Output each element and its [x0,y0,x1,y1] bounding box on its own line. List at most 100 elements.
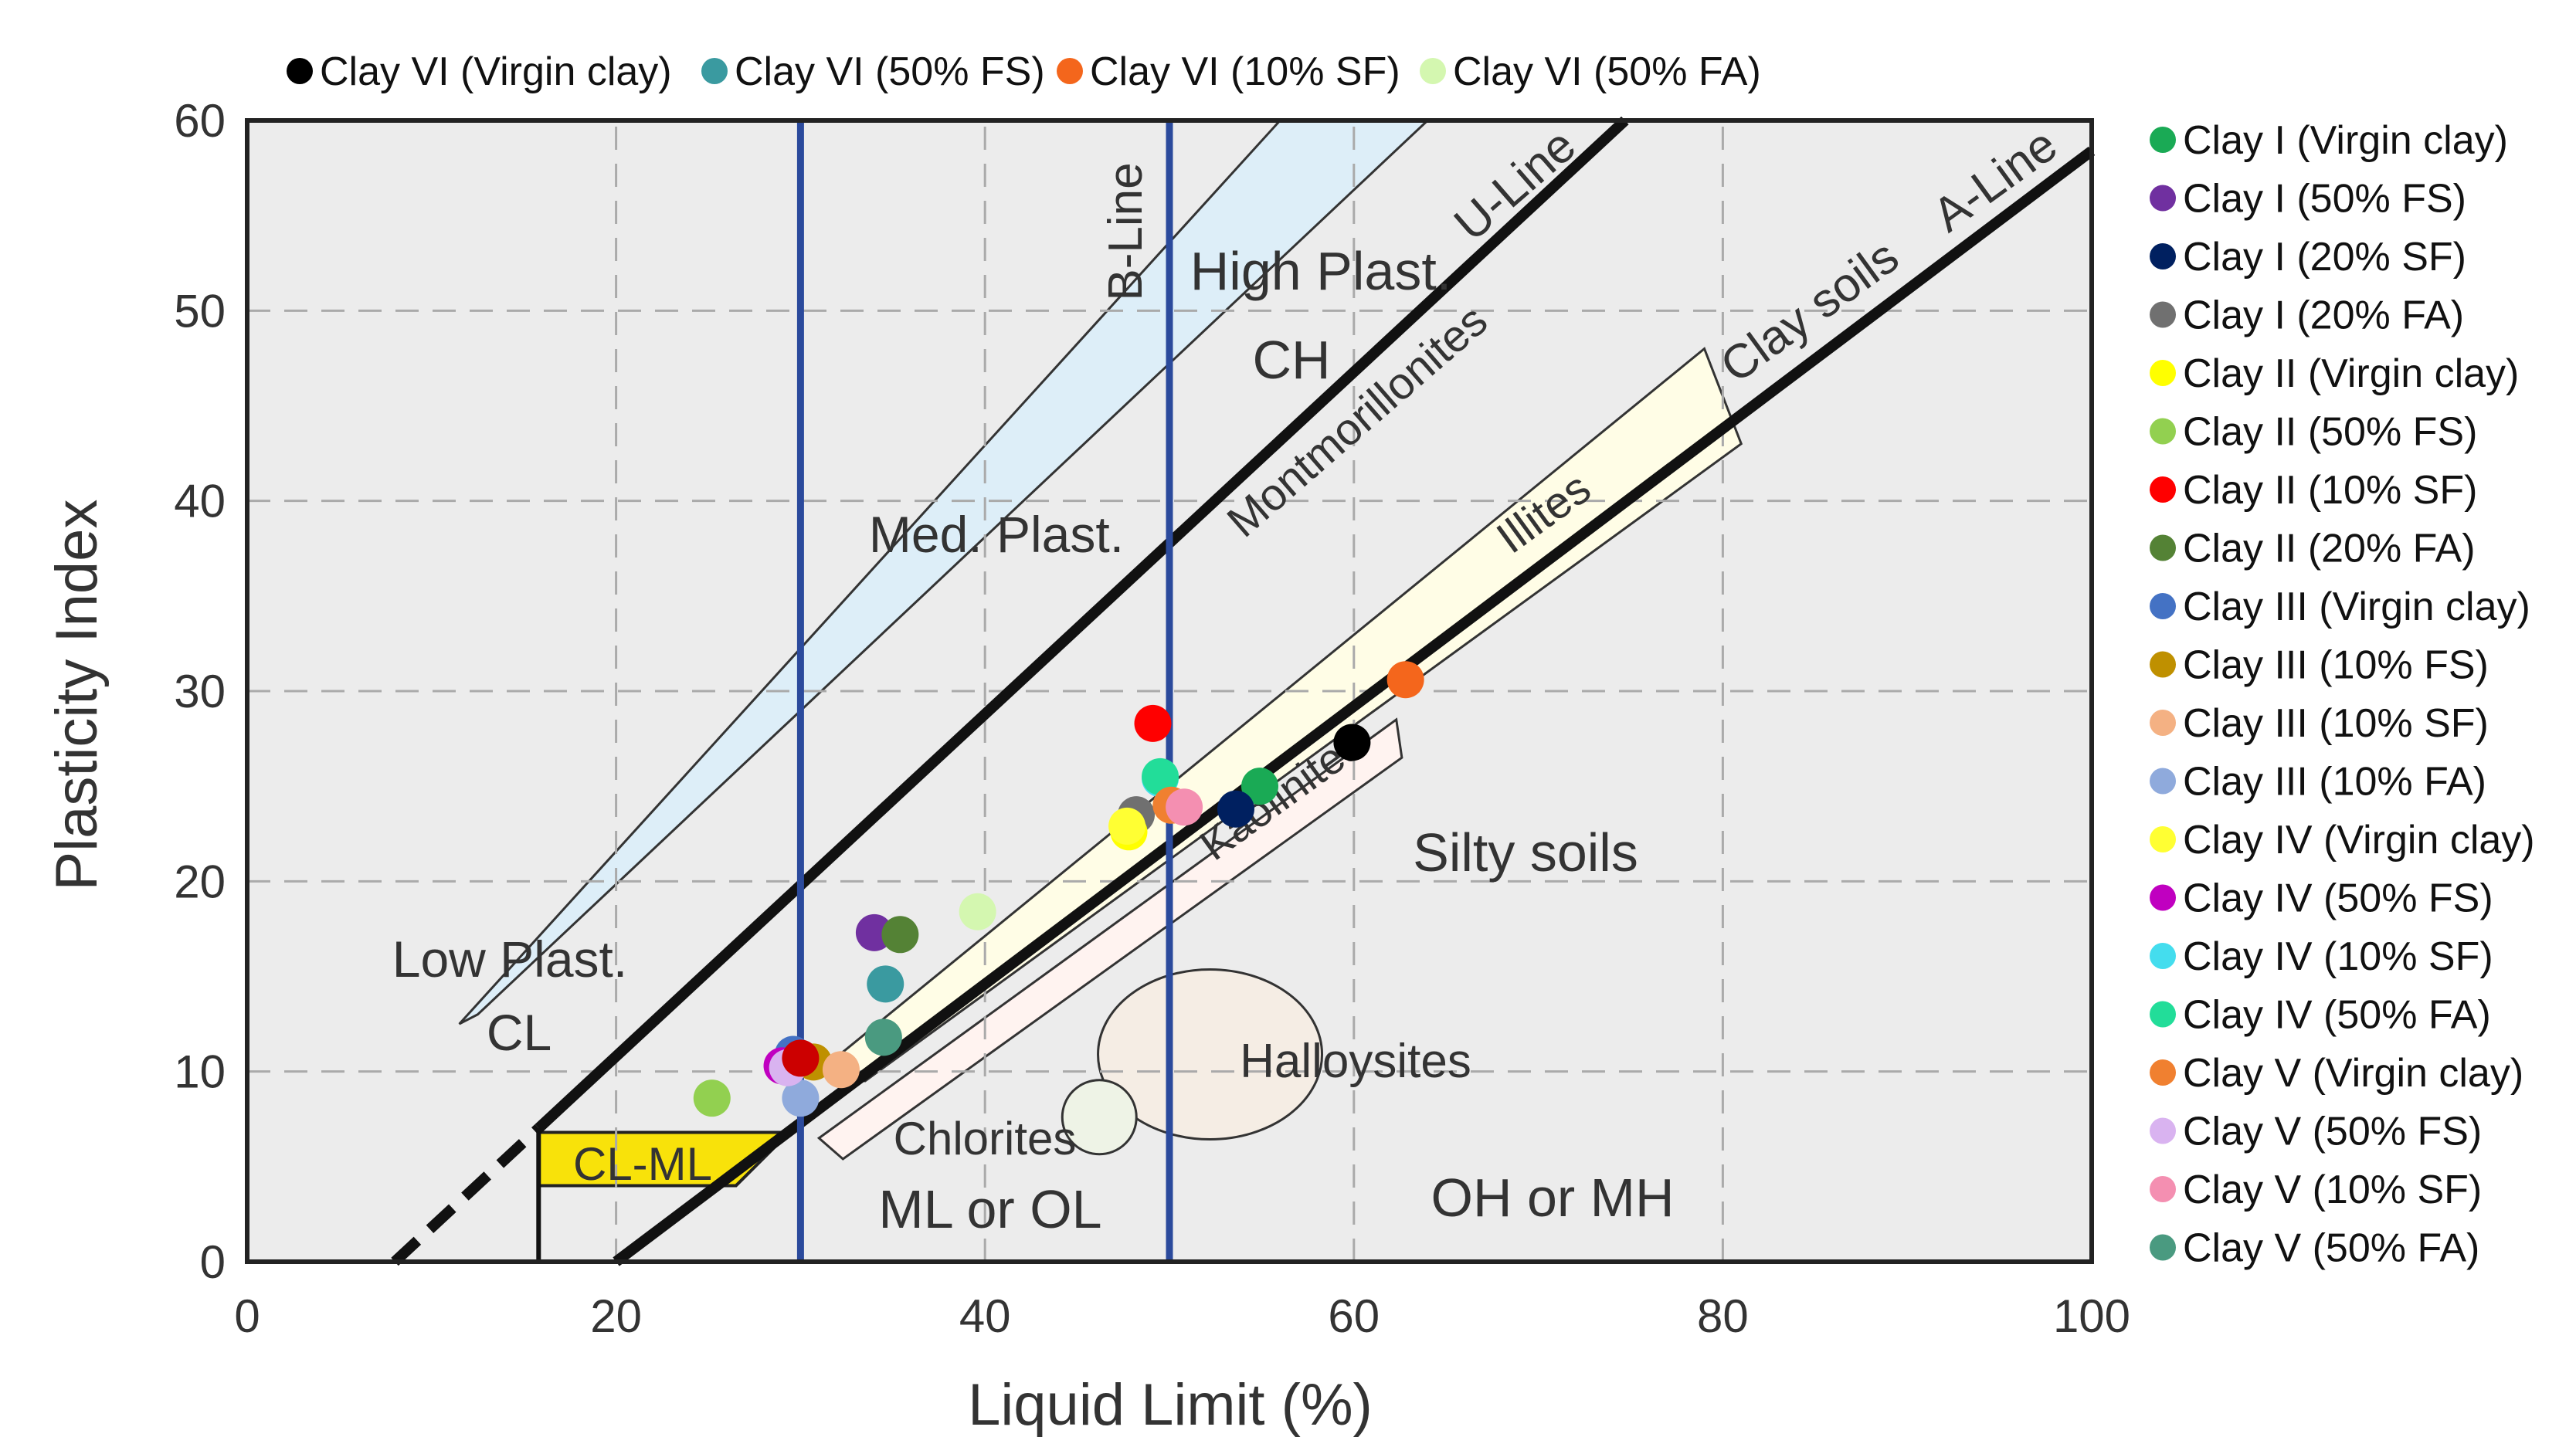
data-point [864,1018,902,1056]
label-med-plast: Med. Plast. [869,506,1124,563]
kaolinites-band [816,717,1403,1161]
mineral-zones [458,119,1743,1188]
legend-marker [287,58,313,84]
x-tick-label: 60 [1328,1290,1380,1342]
legend-label: Clay V (10% SF) [2183,1168,2482,1212]
legend-label: Clay IV (50% FA) [2183,993,2491,1038]
legend-label: Clay III (10% SF) [2183,701,2489,746]
legend-label: Clay I (20% FA) [2183,293,2464,338]
legend-top: Clay VI (Virgin clay) Clay VI (50% FS) Cla… [287,49,1761,94]
y-tick-label: 50 [174,285,226,337]
legend-label: Clay I (50% FS) [2183,177,2466,222]
legend-marker [2150,1117,2176,1144]
gridlines [247,120,2092,1262]
label-chlorites: Chlorites [894,1113,1077,1164]
label-silty-soils: Silty soils [1413,822,1638,883]
data-point [782,1039,820,1077]
legend-label: Clay I (20% SF) [2183,235,2466,280]
label-oh-or-mh: OH or MH [1431,1168,1675,1228]
data-point [822,1051,860,1089]
legend-label: Clay IV (50% FS) [2183,876,2493,921]
x-tick-label: 100 [2053,1290,2130,1342]
label-halloysites: Halloysites [1240,1035,1471,1088]
label-ml-or-ol: ML or OL [878,1179,1101,1239]
data-point [1217,790,1254,828]
legend-label: Clay VI (10% SF) [1090,49,1400,94]
label-low-plast: Low Plast. [392,930,627,988]
plot-frame [245,118,2094,1264]
legend-label: Clay III (Virgin clay) [2183,585,2530,629]
data-points [693,661,1424,1117]
legend-marker [2150,243,2176,269]
x-tick-label: 20 [590,1290,642,1342]
legend-label: Clay I (Virgin clay) [2183,118,2508,163]
legend-marker [1057,58,1083,84]
data-point [1108,807,1146,845]
legend-marker [2150,943,2176,969]
label-high-plast: High Plast. [1190,241,1451,301]
x-tick-label: 40 [959,1290,1011,1342]
legend-label: Clay III (10% FA) [2183,760,2486,805]
y-axis-title: Plasticity Index [44,500,110,891]
data-point [1134,704,1172,742]
data-point [867,965,904,1003]
legend-label: Clay VI (Virgin clay) [320,49,672,94]
legend-marker [2150,1001,2176,1028]
legend-marker [701,58,728,84]
label-ch: CH [1252,330,1330,390]
u-line-dashed [391,1124,543,1266]
u-line [535,116,1629,1133]
legend-marker [2150,1059,2176,1086]
legend-label: Clay II (50% FS) [2183,410,2477,455]
legend-right: Clay I (Virgin clay) Clay I (50% FS) Clay … [2150,118,2535,1271]
legend-marker [2150,768,2176,795]
legend-marker [2150,301,2176,328]
label-b-line: B-Line [1099,162,1152,300]
data-point [1241,768,1279,805]
legend-marker [2150,1234,2176,1261]
legend-marker [1420,58,1446,84]
x-tick-label: 80 [1697,1290,1749,1342]
legend-marker [2150,884,2176,911]
data-point [1166,788,1203,826]
legend-label: Clay VI (50% FA) [1453,49,1761,94]
legend-marker [2150,360,2176,386]
reference-lines [391,116,2096,1266]
x-tick-label: 0 [234,1290,260,1342]
y-tick-label: 40 [174,476,226,527]
legend-label: Clay V (Virgin clay) [2183,1051,2523,1096]
legend-label: Clay II (20% FA) [2183,527,2476,571]
legend-label: Clay II (10% SF) [2183,468,2477,513]
legend-label: Clay IV (10% SF) [2183,934,2493,979]
legend-label: Clay III (10% FS) [2183,643,2489,688]
data-point [959,893,996,930]
data-point [1333,724,1371,761]
y-tick-labels: 0 10 20 30 40 50 60 [174,95,226,1288]
legend-marker [2150,185,2176,212]
x-axis-title: Liquid Limit (%) [968,1372,1373,1438]
y-tick-label: 0 [200,1236,226,1288]
y-tick-label: 30 [174,666,226,717]
y-tick-label: 10 [174,1046,226,1098]
legend-label: Clay V (50% FA) [2183,1226,2479,1271]
legend-label: Clay II (Virgin clay) [2183,351,2519,396]
legend-marker [2150,826,2176,852]
data-point [1142,758,1179,795]
legend-label: Clay VI (50% FS) [735,49,1045,94]
legend-label: Clay IV (Virgin clay) [2183,818,2535,863]
legend-marker [2150,593,2176,619]
legend-marker [2150,127,2176,153]
y-tick-label: 60 [174,95,226,147]
x-tick-labels: 0 20 40 60 80 100 [234,1290,2130,1342]
legend-label: Clay V (50% FS) [2183,1110,2482,1154]
label-cl-ml: CL-ML [573,1138,712,1190]
a-line [613,146,2096,1266]
legend-marker [2150,418,2176,445]
label-cl: CL [487,1004,552,1061]
data-point [881,916,919,954]
legend-marker [2150,651,2176,678]
legend-marker [2150,534,2176,561]
data-point [1386,661,1424,699]
legend-marker [2150,1176,2176,1202]
